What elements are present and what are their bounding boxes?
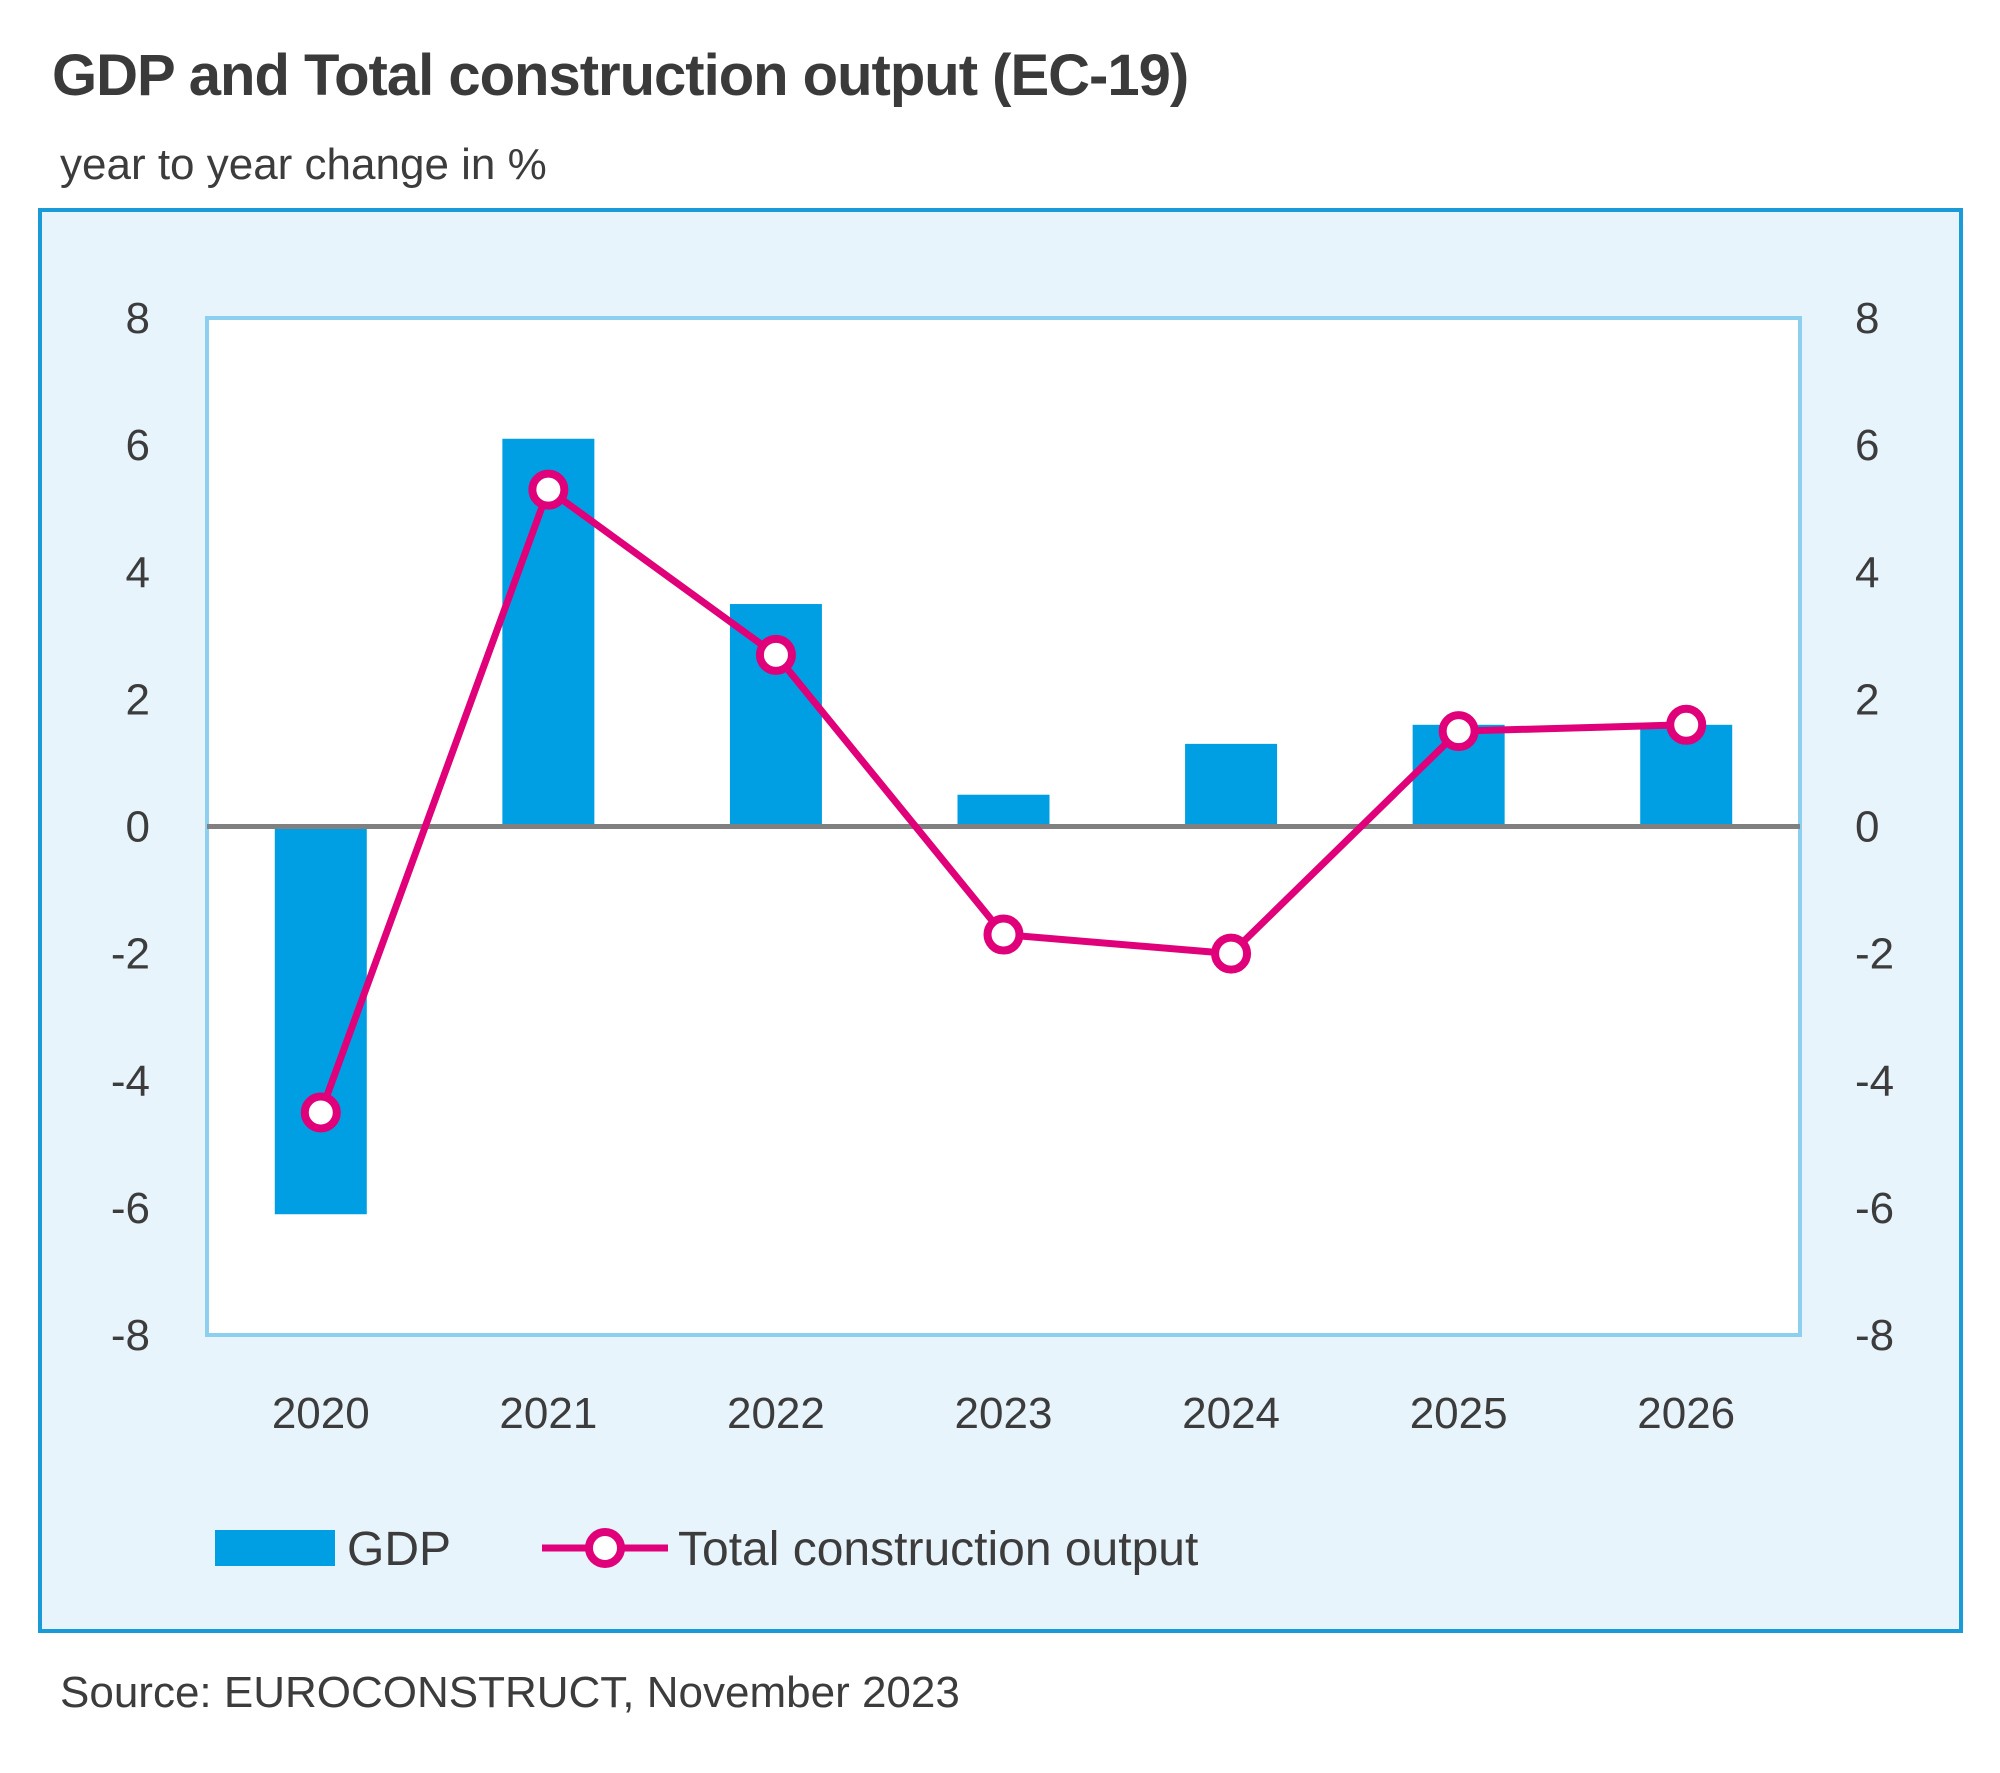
y-tick-label-left: 4 <box>126 548 150 597</box>
construction-point <box>755 634 796 675</box>
y-tick-label-right: 4 <box>1855 548 1879 597</box>
y-tick-label-left: 8 <box>126 294 150 343</box>
y-tick-label-right: -2 <box>1855 930 1894 979</box>
y-tick-label-right: 2 <box>1855 675 1879 724</box>
y-tick-label-right: -4 <box>1855 1057 1894 1106</box>
chart-title: GDP and Total construction output (EC-19… <box>52 43 1189 108</box>
x-tick-label: 2023 <box>955 1389 1053 1438</box>
x-tick-label: 2020 <box>272 1389 370 1438</box>
y-tick-label-right: -6 <box>1855 1184 1894 1233</box>
construction-point <box>983 914 1024 955</box>
y-tick-label-left: -4 <box>111 1057 150 1106</box>
construction-point <box>1211 933 1252 974</box>
gdp-bar <box>1185 743 1278 827</box>
x-tick-label: 2025 <box>1410 1389 1508 1438</box>
x-tick-label: 2024 <box>1182 1389 1280 1438</box>
construction-point <box>300 1092 341 1133</box>
y-tick-label-left: 0 <box>126 803 150 852</box>
y-tick-label-right: 6 <box>1855 421 1879 470</box>
y-tick-label-left: 6 <box>126 421 150 470</box>
y-tick-label-left: -6 <box>111 1184 150 1233</box>
y-tick-label-left: 2 <box>126 675 150 724</box>
y-tick-label-right: 0 <box>1855 803 1879 852</box>
x-tick-label: 2022 <box>727 1389 825 1438</box>
y-tick-label-left: -8 <box>111 1311 150 1360</box>
source-note: Source: EUROCONSTRUCT, November 2023 <box>60 1668 960 1717</box>
construction-point <box>528 469 569 510</box>
y-tick-label-right: 8 <box>1855 294 1879 343</box>
construction-point <box>1666 704 1707 745</box>
legend-construction-label: Total construction output <box>678 1523 1198 1576</box>
y-tick-label-right: -8 <box>1855 1311 1894 1360</box>
x-tick-label: 2021 <box>499 1389 597 1438</box>
legend-gdp-label: GDP <box>347 1523 451 1576</box>
legend-gdp-swatch <box>215 1530 335 1566</box>
legend-construction-marker <box>585 1528 625 1568</box>
x-tick-label: 2026 <box>1637 1389 1735 1438</box>
gdp-bar <box>957 794 1050 827</box>
chart-subtitle: year to year change in % <box>60 140 547 189</box>
y-tick-label-left: -2 <box>111 930 150 979</box>
construction-point <box>1438 711 1479 752</box>
